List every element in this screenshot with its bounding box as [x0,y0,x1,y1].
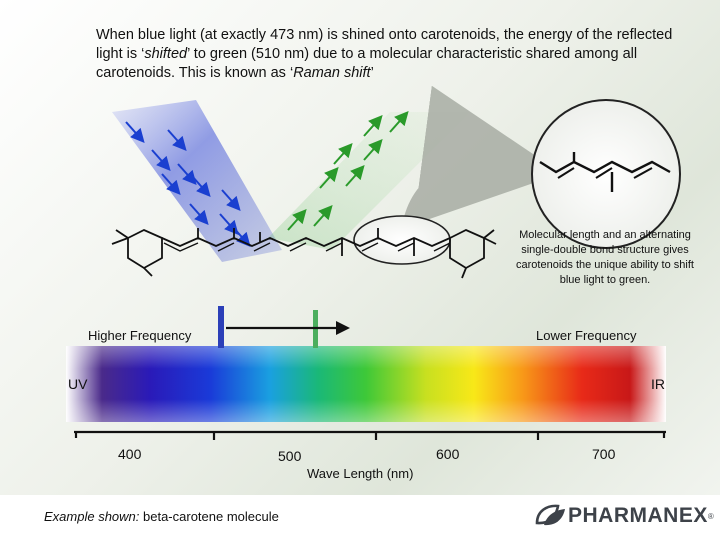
zoom-arrow [403,85,562,225]
registered-mark: ® [707,511,714,521]
green-light-arrows [287,111,409,231]
tick-label-700: 700 [592,446,616,462]
ir-label: IR [651,376,665,392]
tick-label-400: 400 [118,446,142,462]
footer-strip [0,495,720,540]
magnified-molecule [539,152,671,192]
tick-label-600: 600 [436,446,460,462]
beta-carotene-molecule [111,228,497,279]
wavelength-axis [74,430,666,440]
blue-473-marker [218,306,224,348]
axis-title: Wave Length (nm) [307,466,414,481]
intro-text: When blue light (at exactly 473 nm) is s… [96,27,673,81]
uv-label: UV [68,376,88,392]
pharmanex-logo: PHARMANEX ® [534,503,714,529]
magnified-circle [531,99,681,249]
logo-text: PHARMANEX [568,504,708,527]
molecule-note: Molecular length and an alternating sing… [516,229,694,286]
caption: Example shown: beta-carotene molecule [44,509,279,524]
tick-label-500: 500 [278,448,302,464]
lower-frequency-label: Lower Frequency [536,328,637,343]
highlight-circle [353,215,451,265]
higher-frequency-label: Higher Frequency [88,328,192,343]
leaf-logo-icon [535,504,565,526]
